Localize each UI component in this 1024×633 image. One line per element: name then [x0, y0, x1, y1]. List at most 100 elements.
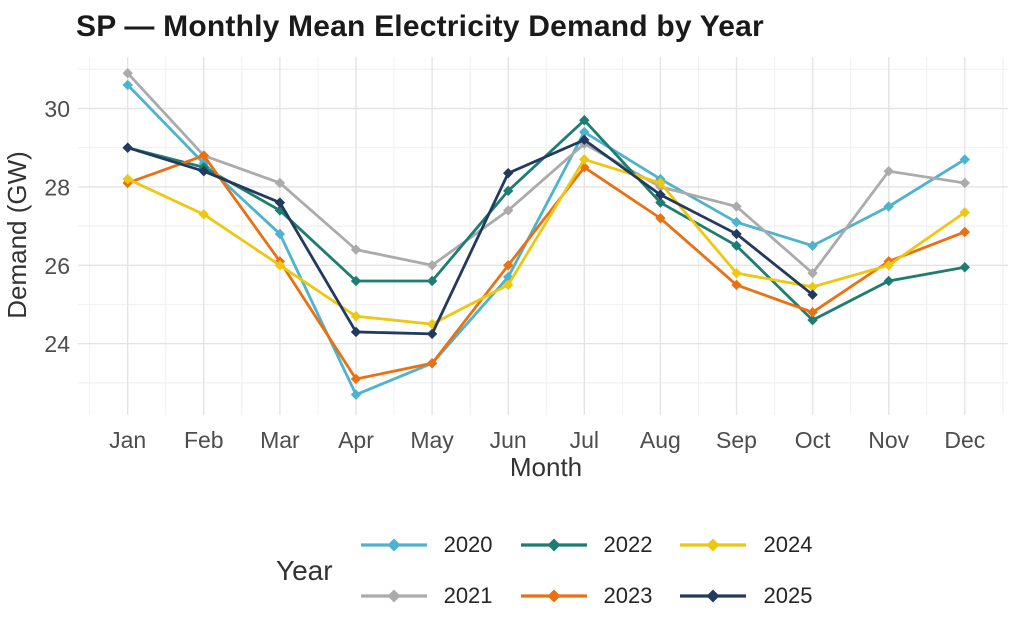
legend-item-2023: 2023: [519, 582, 653, 610]
data-point-2021: [883, 166, 894, 177]
legend-item-2022: 2022: [519, 531, 653, 559]
data-point-2024: [503, 279, 514, 291]
data-point-2024: [655, 177, 666, 189]
data-point-2020: [883, 201, 894, 212]
x-tick-label: Dec: [944, 427, 985, 453]
data-point-2025: [655, 189, 666, 200]
legend-label-2021: 2021: [443, 583, 493, 608]
data-point-2021: [731, 201, 742, 212]
legend-label-2025: 2025: [763, 583, 813, 608]
data-point-2022: [883, 275, 894, 287]
x-tick-label: Jan: [109, 427, 146, 453]
data-point-2023: [731, 279, 742, 291]
data-point-2025: [350, 326, 362, 338]
data-point-2023: [350, 373, 362, 385]
data-point-2023: [198, 150, 209, 161]
x-tick-label: Oct: [795, 427, 831, 453]
legend-key-2024: [680, 538, 747, 552]
line-chart-plot-area: Jan Feb Mar Apr May Jun Jul Aug Sep Oct Nov Dec 242…: [2, 57, 1008, 482]
data-point-2020: [579, 126, 590, 138]
data-point-2025: [198, 166, 209, 177]
legend-label-2024: 2024: [763, 532, 813, 557]
y-tick-label: 24: [44, 331, 70, 357]
data-point-2021: [807, 267, 818, 279]
data-point-2022: [731, 240, 742, 251]
x-tick-label: Nov: [868, 427, 909, 453]
data-point-2021: [274, 177, 286, 189]
legend-key-2023: [520, 589, 587, 603]
data-point-2025: [122, 142, 133, 153]
y-tick-label: 26: [44, 253, 70, 279]
data-point-2022: [426, 275, 438, 287]
series-line-2024: [126, 158, 967, 326]
legend-label-2022: 2022: [603, 532, 653, 557]
data-point-2025: [807, 289, 818, 300]
legend-key-2022: [520, 538, 587, 552]
data-point-2022: [350, 275, 362, 287]
data-point-2020: [350, 389, 362, 400]
x-tick-label: Apr: [338, 427, 374, 453]
data-series-lines: [122, 68, 970, 400]
series-line-2020: [126, 83, 967, 397]
data-point-2021: [122, 68, 133, 79]
legend-title: Year: [276, 554, 333, 586]
data-point-2023: [579, 162, 590, 173]
x-tick-label: May: [410, 427, 454, 453]
data-point-2021: [426, 260, 438, 271]
data-point-2024: [122, 173, 133, 185]
data-point-2023: [807, 307, 818, 318]
y-tick-label: 30: [44, 96, 70, 122]
data-point-2024: [198, 209, 209, 220]
data-point-2022: [655, 197, 666, 208]
y-tick-label: 28: [44, 174, 70, 200]
data-point-2024: [274, 260, 286, 271]
legend-item-2024: 2024: [678, 531, 812, 559]
data-point-2024: [959, 207, 970, 218]
data-point-2025: [503, 167, 514, 179]
data-point-2023: [503, 260, 514, 271]
legend-label-2023: 2023: [603, 583, 653, 608]
x-axis-title: Month: [510, 452, 582, 482]
legend-item-2025: 2025: [678, 582, 812, 610]
legend-items: 2020 2021 2022 2023 2024: [359, 531, 812, 610]
data-point-2021: [503, 205, 514, 216]
x-tick-label: Jun: [490, 427, 527, 453]
chart-title: SP — Monthly Mean Electricity Demand by …: [76, 10, 764, 43]
data-point-2025: [274, 197, 286, 208]
x-tick-label: Mar: [260, 427, 300, 453]
x-tick-label: Feb: [184, 427, 224, 453]
legend-key-2021: [360, 589, 427, 603]
data-point-2020: [122, 79, 133, 91]
data-point-2024: [807, 281, 818, 293]
series-line-2021: [126, 71, 967, 275]
legend-label-2020: 2020: [443, 532, 493, 557]
data-point-2021: [959, 177, 970, 189]
data-point-2020: [959, 154, 970, 165]
data-point-2021: [350, 244, 362, 255]
data-point-2022: [959, 262, 970, 273]
series-line-2023: [126, 154, 967, 381]
data-point-2023: [655, 213, 666, 224]
legend-item-2020: 2020: [359, 531, 493, 559]
x-tick-label: Sep: [716, 427, 757, 453]
data-point-2024: [579, 154, 590, 165]
data-point-2024: [350, 311, 362, 322]
data-point-2025: [731, 228, 742, 240]
data-point-2020: [274, 228, 286, 240]
data-point-2020: [731, 216, 742, 228]
legend: Year 2020 2021 2022 2023: [276, 531, 812, 610]
data-point-2024: [731, 267, 742, 279]
data-point-2022: [807, 314, 818, 326]
x-axis-tick-labels: Jan Feb Mar Apr May Jun Jul Aug Sep Oct Nov Dec: [109, 427, 985, 453]
data-point-2025: [579, 134, 590, 146]
data-point-2025: [426, 328, 438, 340]
x-tick-label: Aug: [640, 427, 681, 453]
data-point-2024: [883, 260, 894, 271]
data-point-2023: [426, 358, 438, 369]
legend-item-2021: 2021: [359, 582, 493, 610]
data-point-2022: [579, 115, 590, 126]
data-point-2023: [959, 226, 970, 238]
data-point-2022: [503, 185, 514, 197]
gridlines-minor: [78, 57, 1008, 415]
